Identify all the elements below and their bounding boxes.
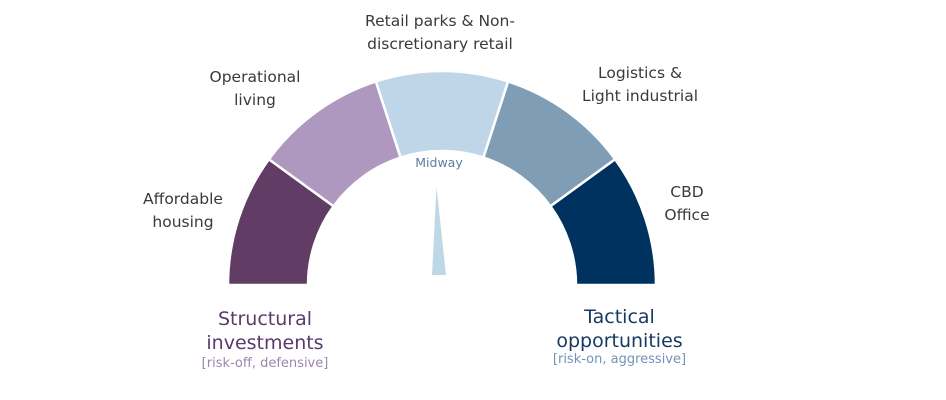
segment-label-line: CBD: [670, 183, 704, 201]
gauge-segment-cbd-office: [548, 157, 658, 287]
segment-label-line: living: [234, 91, 276, 109]
needle-label: Midway: [415, 155, 463, 170]
segment-label-line: Operational: [209, 68, 301, 86]
pole-title-line: opportunities: [556, 330, 683, 352]
segment-label-line: housing: [152, 213, 214, 231]
tactical-opportunities-title: Tactical opportunities: [532, 305, 707, 353]
structural-investments-title: Structural investments: [180, 307, 350, 355]
segment-label-line: Affordable: [143, 190, 223, 208]
gauge-segments: [226, 69, 658, 287]
segment-label-line: Retail parks & Non-: [365, 12, 515, 30]
segment-label-line: Light industrial: [581, 87, 699, 105]
segment-label-affordable-housing: Affordable housing: [118, 188, 248, 234]
pole-title-line: investments: [206, 332, 324, 354]
segment-label-line: Logistics &: [597, 64, 683, 82]
structural-investments-subtitle: [risk-off, defensive]: [201, 356, 329, 371]
pole-title-line: Structural: [217, 308, 313, 330]
segment-label-operational-living: Operational living: [200, 66, 310, 112]
segment-label-cbd-office: CBD Office: [642, 181, 732, 227]
pole-title-line: Tactical: [584, 306, 655, 328]
gauge-needle: [432, 187, 446, 275]
segment-label-line: Office: [664, 206, 710, 224]
segment-label-logistics: Logistics & Light industrial: [570, 62, 710, 108]
tactical-opportunities-subtitle: [risk-on, aggressive]: [552, 352, 687, 367]
segment-label-line: discretionary retail: [367, 35, 513, 53]
segment-label-retail-parks: Retail parks & Non- discretionary retail: [340, 10, 540, 56]
